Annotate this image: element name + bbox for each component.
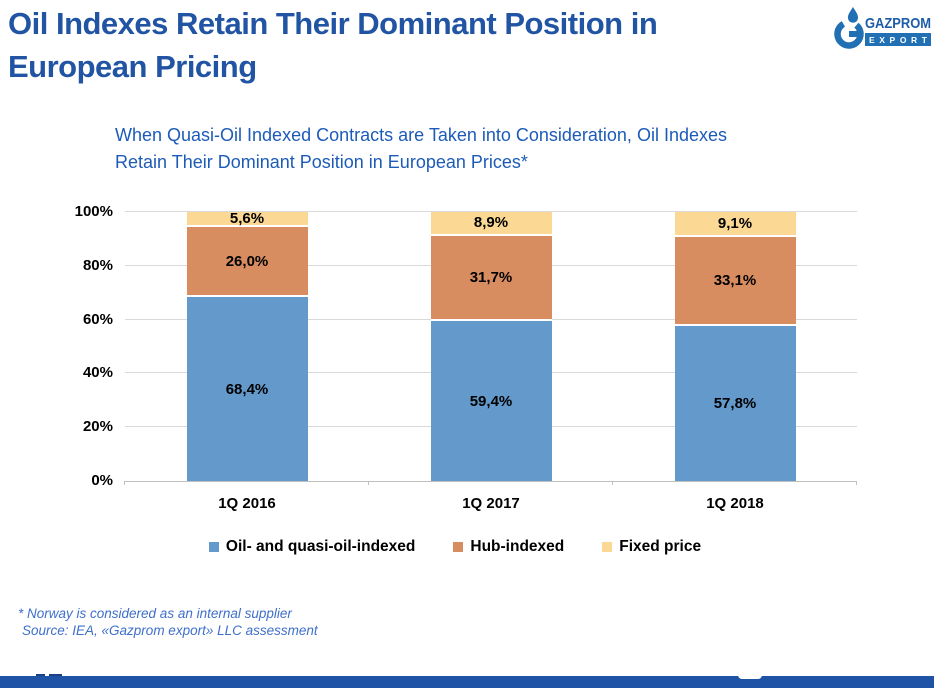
- bar-slot: 57,8% 33,1% 9,1%: [613, 212, 857, 481]
- bar-segment: 31,7%: [430, 235, 552, 322]
- x-category-label: 1Q 2018: [706, 495, 764, 512]
- legend-swatch: [208, 542, 219, 552]
- bar-value-label: 68,4%: [225, 380, 269, 398]
- bar-value-label: 5,6%: [229, 210, 265, 228]
- x-category-label: 1Q 2016: [218, 495, 276, 512]
- footnote-asterisk: * Norway is considered as an internal su…: [18, 606, 292, 621]
- bar-segment: 33,1%: [674, 236, 796, 326]
- bar-slot: 59,4% 31,7% 8,9%: [369, 212, 613, 481]
- x-axis-tick: [612, 481, 613, 485]
- stacked-bar: 57,8% 33,1% 9,1%: [674, 212, 796, 481]
- legend-item: Hub-indexed: [453, 538, 564, 556]
- stacked-bar: 59,4% 31,7% 8,9%: [430, 212, 552, 481]
- bar-segment: 26,0%: [186, 227, 308, 298]
- bar-slot: 68,4% 26,0% 5,6%: [125, 210, 369, 481]
- legend-item: Oil- and quasi-oil-indexed: [208, 538, 416, 556]
- legend-label: Fixed price: [619, 538, 702, 555]
- y-tick-label: 80%: [82, 256, 113, 274]
- bar-value-label: 57,8%: [713, 394, 757, 412]
- slide-title-line-2: European Pricing: [8, 49, 257, 84]
- logo-export-box: [865, 33, 931, 46]
- bar-segment: 5,6%: [186, 210, 308, 228]
- legend-swatch: [453, 542, 464, 552]
- x-axis-tick: [124, 481, 125, 485]
- logo-brand-text: GAZPROM: [865, 15, 931, 32]
- x-category-label: 1Q 2017: [462, 495, 520, 512]
- bar-value-label: 59,4%: [469, 392, 513, 410]
- bar-segment: 68,4%: [186, 297, 308, 481]
- legend-item: Fixed price: [602, 538, 701, 556]
- legend-swatch: [602, 542, 613, 552]
- bar-value-label: 33,1%: [713, 271, 757, 289]
- bar-value-label: 9,1%: [717, 214, 753, 232]
- plot-area: 68,4% 26,0% 5,6% 59,4% 31,7% 8,9% 57,8% 33,1% 9,…: [124, 210, 857, 485]
- y-tick-label: 20%: [82, 418, 113, 436]
- y-tick-label: 60%: [82, 310, 113, 328]
- chart-subtitle: When Quasi-Oil Indexed Contracts are Tak…: [115, 122, 845, 176]
- slide-title-line-1: Oil Indexes Retain Their Dominant Positi…: [8, 6, 658, 41]
- footnotes: * Norway is considered as an internal su…: [18, 606, 318, 639]
- bar-segment: 59,4%: [430, 321, 552, 481]
- legend-label: Oil- and quasi-oil-indexed: [225, 538, 416, 555]
- legend-label: Hub-indexed: [470, 538, 565, 555]
- bar-value-label: 31,7%: [469, 269, 513, 287]
- y-tick-label: 0%: [91, 472, 113, 489]
- bar-value-label: 8,9%: [473, 214, 509, 232]
- bar-segment: 9,1%: [674, 212, 796, 237]
- bar-segment: 57,8%: [674, 325, 796, 481]
- chart-subtitle-line-1: When Quasi-Oil Indexed Contracts are Tak…: [115, 125, 727, 145]
- y-axis-labels: 0% 20% 40% 60% 80% 100%: [0, 203, 113, 489]
- gridline: [125, 211, 857, 212]
- gazprom-flame-icon: [834, 7, 864, 49]
- chart-legend: Oil- and quasi-oil-indexed Hub-indexed Fix…: [0, 538, 910, 556]
- bar-slots: 68,4% 26,0% 5,6% 59,4% 31,7% 8,9% 57,8% 33,1% 9,…: [125, 210, 857, 481]
- x-axis-labels: 1Q 2016 1Q 2017 1Q 2018: [125, 495, 857, 512]
- stacked-bar: 68,4% 26,0% 5,6%: [186, 210, 308, 481]
- y-tick-label: 100%: [74, 203, 113, 220]
- slide-title: Oil Indexes Retain Their Dominant Positi…: [8, 2, 828, 88]
- x-axis-tick: [367, 481, 369, 485]
- x-axis-tick: [856, 481, 857, 485]
- bar-value-label: 26,0%: [225, 252, 269, 270]
- gazprom-export-logo: GAZPROM EXPORT: [834, 7, 931, 49]
- bar-segment: 8,9%: [430, 212, 552, 236]
- y-tick-label: 40%: [82, 364, 113, 382]
- footnote-source: Source: IEA, «Gazprom export» LLC assess…: [22, 622, 318, 638]
- footer-bar: [0, 676, 934, 688]
- chart-subtitle-line-2: Retain Their Dominant Position in Europe…: [115, 152, 528, 172]
- footer-artifact: [738, 675, 762, 679]
